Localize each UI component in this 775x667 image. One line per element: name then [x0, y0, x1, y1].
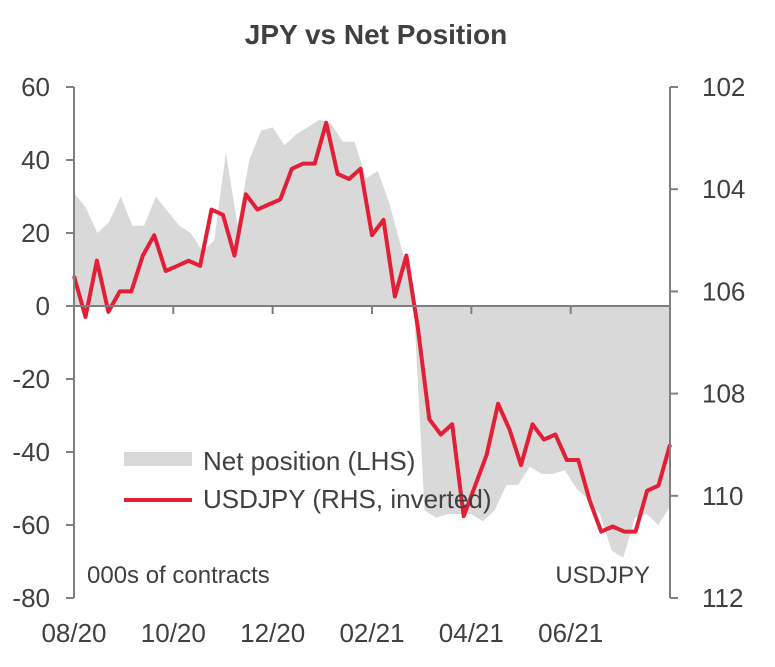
left-tick-label: 20 — [21, 218, 50, 248]
left-tick-label: -60 — [12, 510, 50, 540]
right-tick-label: 102 — [702, 72, 745, 102]
legend-label-net-position: Net position (LHS) — [203, 446, 415, 476]
x-tick-label: 08/20 — [41, 618, 106, 648]
left-tick-label: -20 — [12, 364, 50, 394]
left-tick-label: 60 — [21, 72, 50, 102]
x-tick-label: 04/21 — [439, 618, 504, 648]
usdjpy-line — [72, 120, 672, 534]
plot-area — [72, 119, 672, 558]
right-tick-label: 108 — [702, 379, 745, 409]
right-tick-label: 112 — [702, 583, 743, 613]
legend: Net position (LHS) USDJPY (RHS, inverted… — [124, 446, 492, 514]
right-axis-note: USDJPY — [555, 562, 650, 589]
x-tick-label: 06/21 — [538, 618, 603, 648]
left-tick-label: -80 — [12, 583, 50, 613]
right-tick-label: 106 — [702, 276, 745, 306]
right-tick-label: 104 — [702, 174, 745, 204]
left-axis-note: 000s of contracts — [87, 562, 270, 589]
net-position-area — [74, 119, 670, 558]
x-tick-label: 02/21 — [339, 618, 404, 648]
right-tick-label: 110 — [702, 481, 743, 511]
x-tick-label: 12/20 — [240, 618, 305, 648]
x-tick-label: 10/20 — [141, 618, 206, 648]
left-tick-label: 40 — [21, 145, 50, 175]
left-tick-label: -40 — [12, 437, 50, 467]
axes: 60 40 20 0 -20 -40 -60 -80 102 104 106 108 110 112 08/… — [12, 72, 745, 648]
left-tick-label: 0 — [36, 291, 50, 321]
legend-label-usdjpy: USDJPY (RHS, inverted) — [203, 484, 492, 514]
legend-swatch-net-position — [124, 452, 192, 466]
chart-title: JPY vs Net Position — [245, 19, 507, 50]
